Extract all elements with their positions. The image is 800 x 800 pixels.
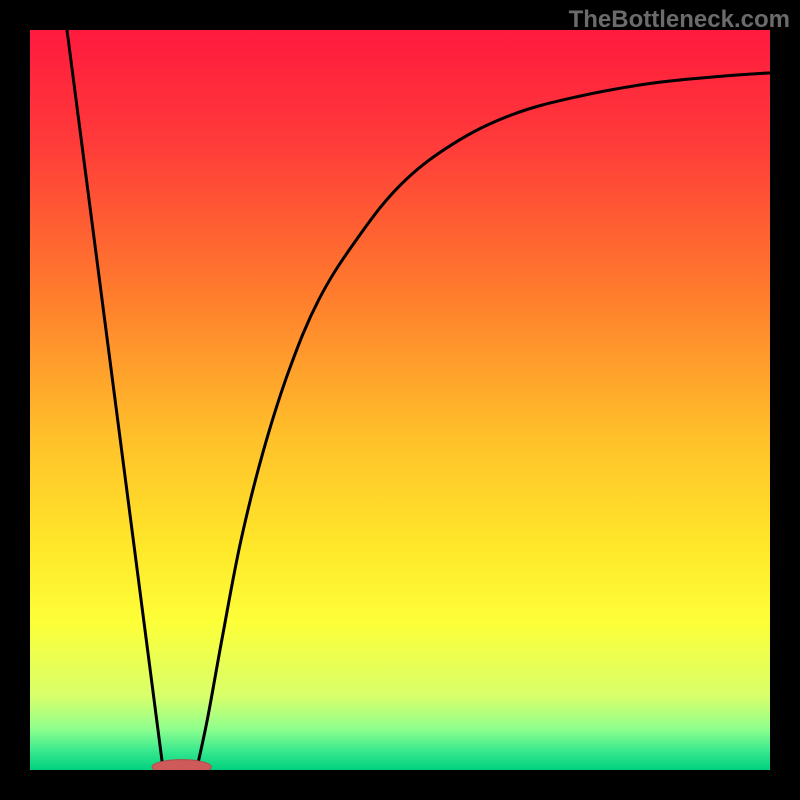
watermark-text: TheBottleneck.com	[569, 6, 790, 34]
plot-area	[30, 30, 770, 770]
chart-stage: TheBottleneck.com	[0, 0, 800, 800]
plot-background	[30, 30, 770, 770]
plot-svg	[30, 30, 770, 770]
